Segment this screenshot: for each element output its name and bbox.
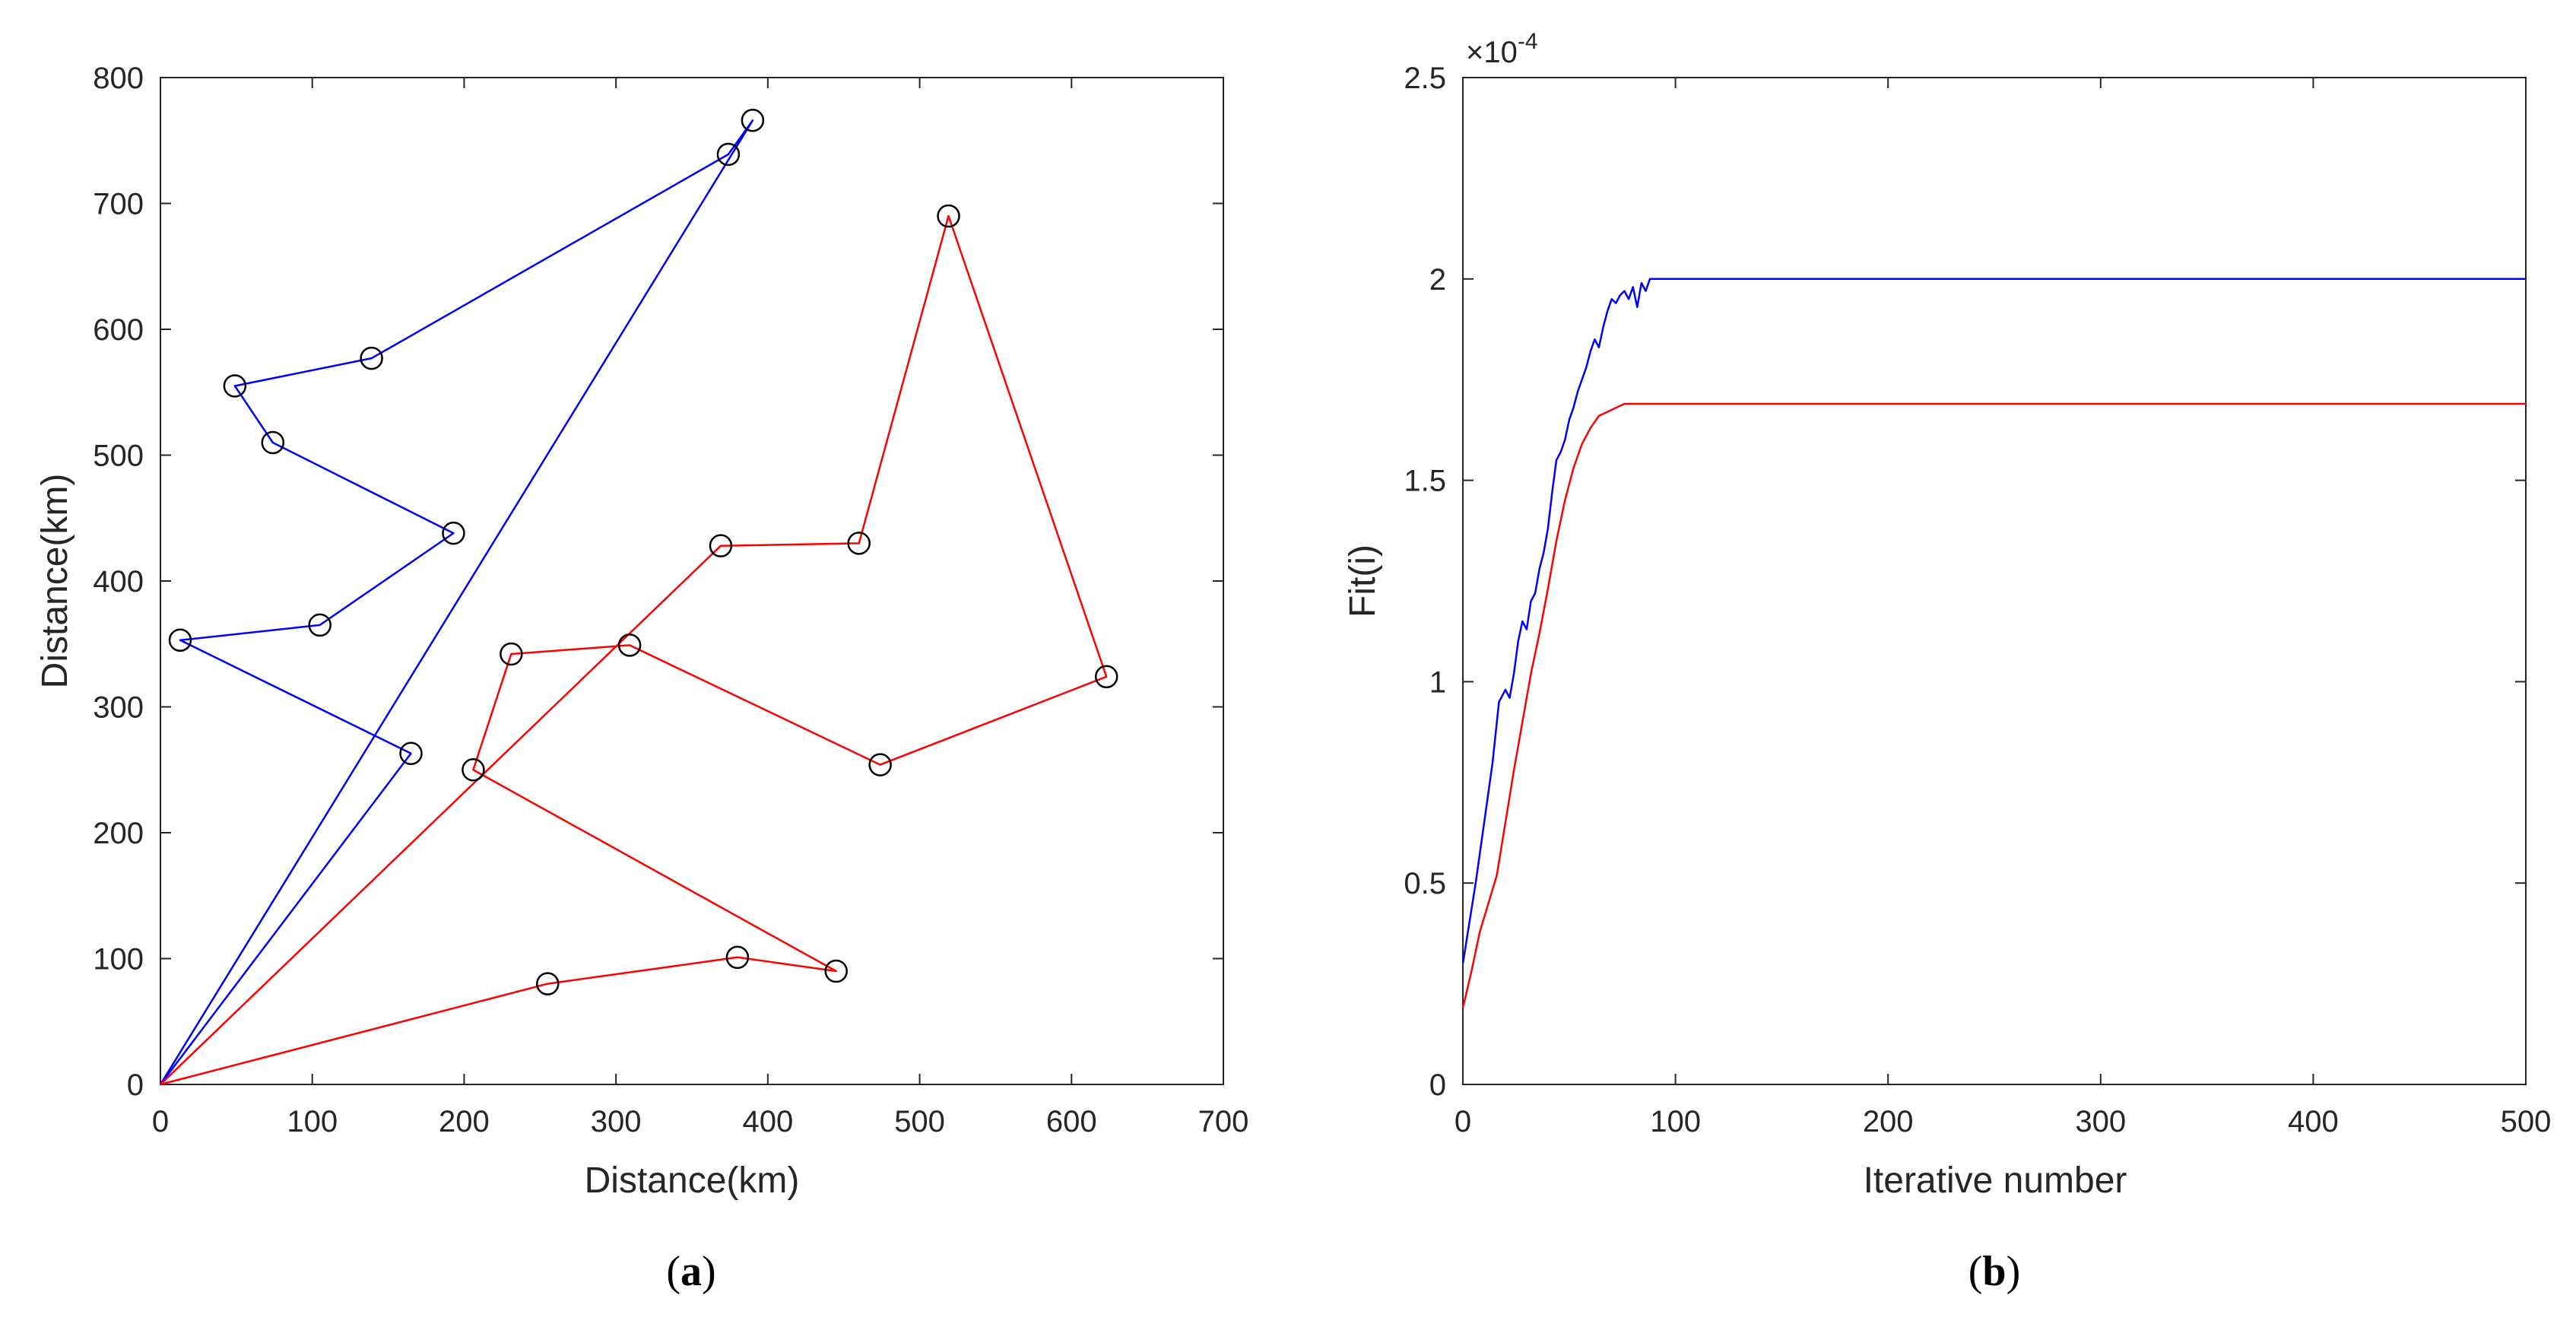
panel-a-city-marker: [360, 346, 383, 370]
panel-a-y-tick-label: 0: [127, 1068, 144, 1102]
panel-a-y-tick-label: 500: [93, 440, 144, 473]
panel-a-x-tick-label: 400: [742, 1105, 793, 1138]
panel-a-x-ticks: 0 100 200 300 400 500 600 700: [152, 78, 1249, 1138]
panel-a-city-marker: [868, 753, 892, 776]
panel-a-y-tick-label: 100: [93, 943, 144, 976]
panel-b-fitness-curve: 0 100 200 300 400 500 0 0.5 1 1.5 2 2.5 ×10-4 Iter…: [1343, 29, 2551, 1295]
panel-b-x-tick-label: 500: [2501, 1105, 2552, 1138]
panel-a-series-line-2: [160, 214, 1108, 1086]
panel-a-x-tick-label: 500: [894, 1105, 945, 1138]
panel-b-y-tick-label: 1.5: [1404, 465, 1446, 498]
panel-b-y-exponent-base: ×10: [1466, 36, 1518, 69]
panel-b-y-axis-label: Fit(i): [1343, 545, 1383, 618]
panel-a-routes: [159, 119, 1108, 1086]
panel-a-city-marker: [937, 204, 960, 228]
panel-b-y-tick-label: 2.5: [1404, 62, 1446, 95]
panel-a-city-marker: [741, 109, 765, 132]
panel-a-city-markers: [168, 109, 1118, 995]
panel-a-y-tick-label: 700: [93, 188, 144, 221]
panel-a-city-marker: [442, 521, 465, 545]
panel-a-x-tick-label: 200: [439, 1105, 490, 1138]
panel-a-y-axis-label: Distance(km): [35, 474, 75, 689]
panel-a-city-marker: [709, 534, 733, 557]
panel-b-plot-box: [1462, 77, 2527, 1085]
panel-a-city-marker: [223, 374, 247, 398]
panel-a-x-tick-label: 300: [591, 1105, 642, 1138]
panel-b-x-tick-label: 100: [1650, 1105, 1701, 1138]
panel-b-x-ticks: 0 100 200 300 400 500: [1455, 78, 2552, 1138]
panel-a-city-marker: [847, 532, 871, 555]
panel-b-y-tick-label: 2: [1429, 263, 1446, 297]
panel-b-y-exponent-power: -4: [1518, 29, 1538, 54]
panel-b-fitness-lines: [1461, 278, 2526, 1008]
panel-a-y-ticks: 0 100 200 300 400 500 600 700 800: [93, 62, 1223, 1102]
panel-a-y-tick-label: 600: [93, 313, 144, 347]
panel-a-caption: (a): [666, 1248, 715, 1295]
panel-a-city-marker: [399, 741, 423, 765]
panel-a-x-tick-label: 600: [1046, 1105, 1097, 1138]
panel-a-route-map: 0 100 200 300 400 500 600 700 0 100 200 300 400 500 6…: [35, 62, 1248, 1295]
panel-b-x-tick-label: 0: [1455, 1105, 1471, 1138]
panel-b-caption: (b): [1968, 1248, 2020, 1295]
panel-b-series-line-2: [1461, 402, 2526, 1008]
panel-a-city-marker: [462, 758, 485, 782]
panel-a-plot-box: [160, 77, 1224, 1085]
panel-b-x-tick-label: 400: [2288, 1105, 2339, 1138]
panel-a-city-marker: [824, 959, 848, 983]
panel-a-x-tick-label: 100: [287, 1105, 338, 1138]
panel-b-y-tick-label: 1: [1429, 665, 1446, 699]
panel-a-caption-letter: a: [680, 1248, 702, 1295]
panel-a-y-tick-label: 300: [93, 691, 144, 725]
panel-b-y-exponent: ×10-4: [1466, 29, 1538, 69]
panel-a-city-marker: [500, 642, 523, 666]
panel-b-x-axis-label: Iterative number: [1864, 1160, 2127, 1201]
panel-a-city-marker: [536, 972, 560, 995]
panel-a-y-tick-label: 800: [93, 62, 144, 95]
panel-b-x-tick-label: 300: [2075, 1105, 2126, 1138]
panel-a-y-tick-label: 200: [93, 817, 144, 850]
panel-a-city-marker: [308, 613, 332, 637]
panel-a-city-marker: [261, 430, 285, 455]
panel-a-x-axis-label: Distance(km): [585, 1160, 800, 1201]
panel-a-city-marker: [1094, 665, 1118, 689]
panel-b-y-tick-label: 0: [1429, 1068, 1446, 1102]
panel-b-x-tick-label: 200: [1863, 1105, 1914, 1138]
panel-a-y-tick-label: 400: [93, 565, 144, 598]
panel-a-series-line-1: [159, 119, 754, 1085]
panel-a-x-tick-label: 700: [1198, 1105, 1249, 1138]
panel-b-caption-letter: b: [1982, 1248, 2006, 1295]
panel-a-city-marker: [168, 628, 192, 652]
panel-b-y-ticks: 0 0.5 1 1.5 2 2.5: [1404, 62, 2526, 1102]
panel-a-x-tick-label: 0: [152, 1105, 169, 1138]
panel-b-y-tick-label: 0.5: [1404, 867, 1446, 900]
panel-a-city-marker: [716, 142, 741, 167]
panel-a-city-marker: [617, 633, 642, 657]
panel-a-city-marker: [725, 945, 750, 970]
panel-b-series-line-1: [1461, 278, 2526, 964]
